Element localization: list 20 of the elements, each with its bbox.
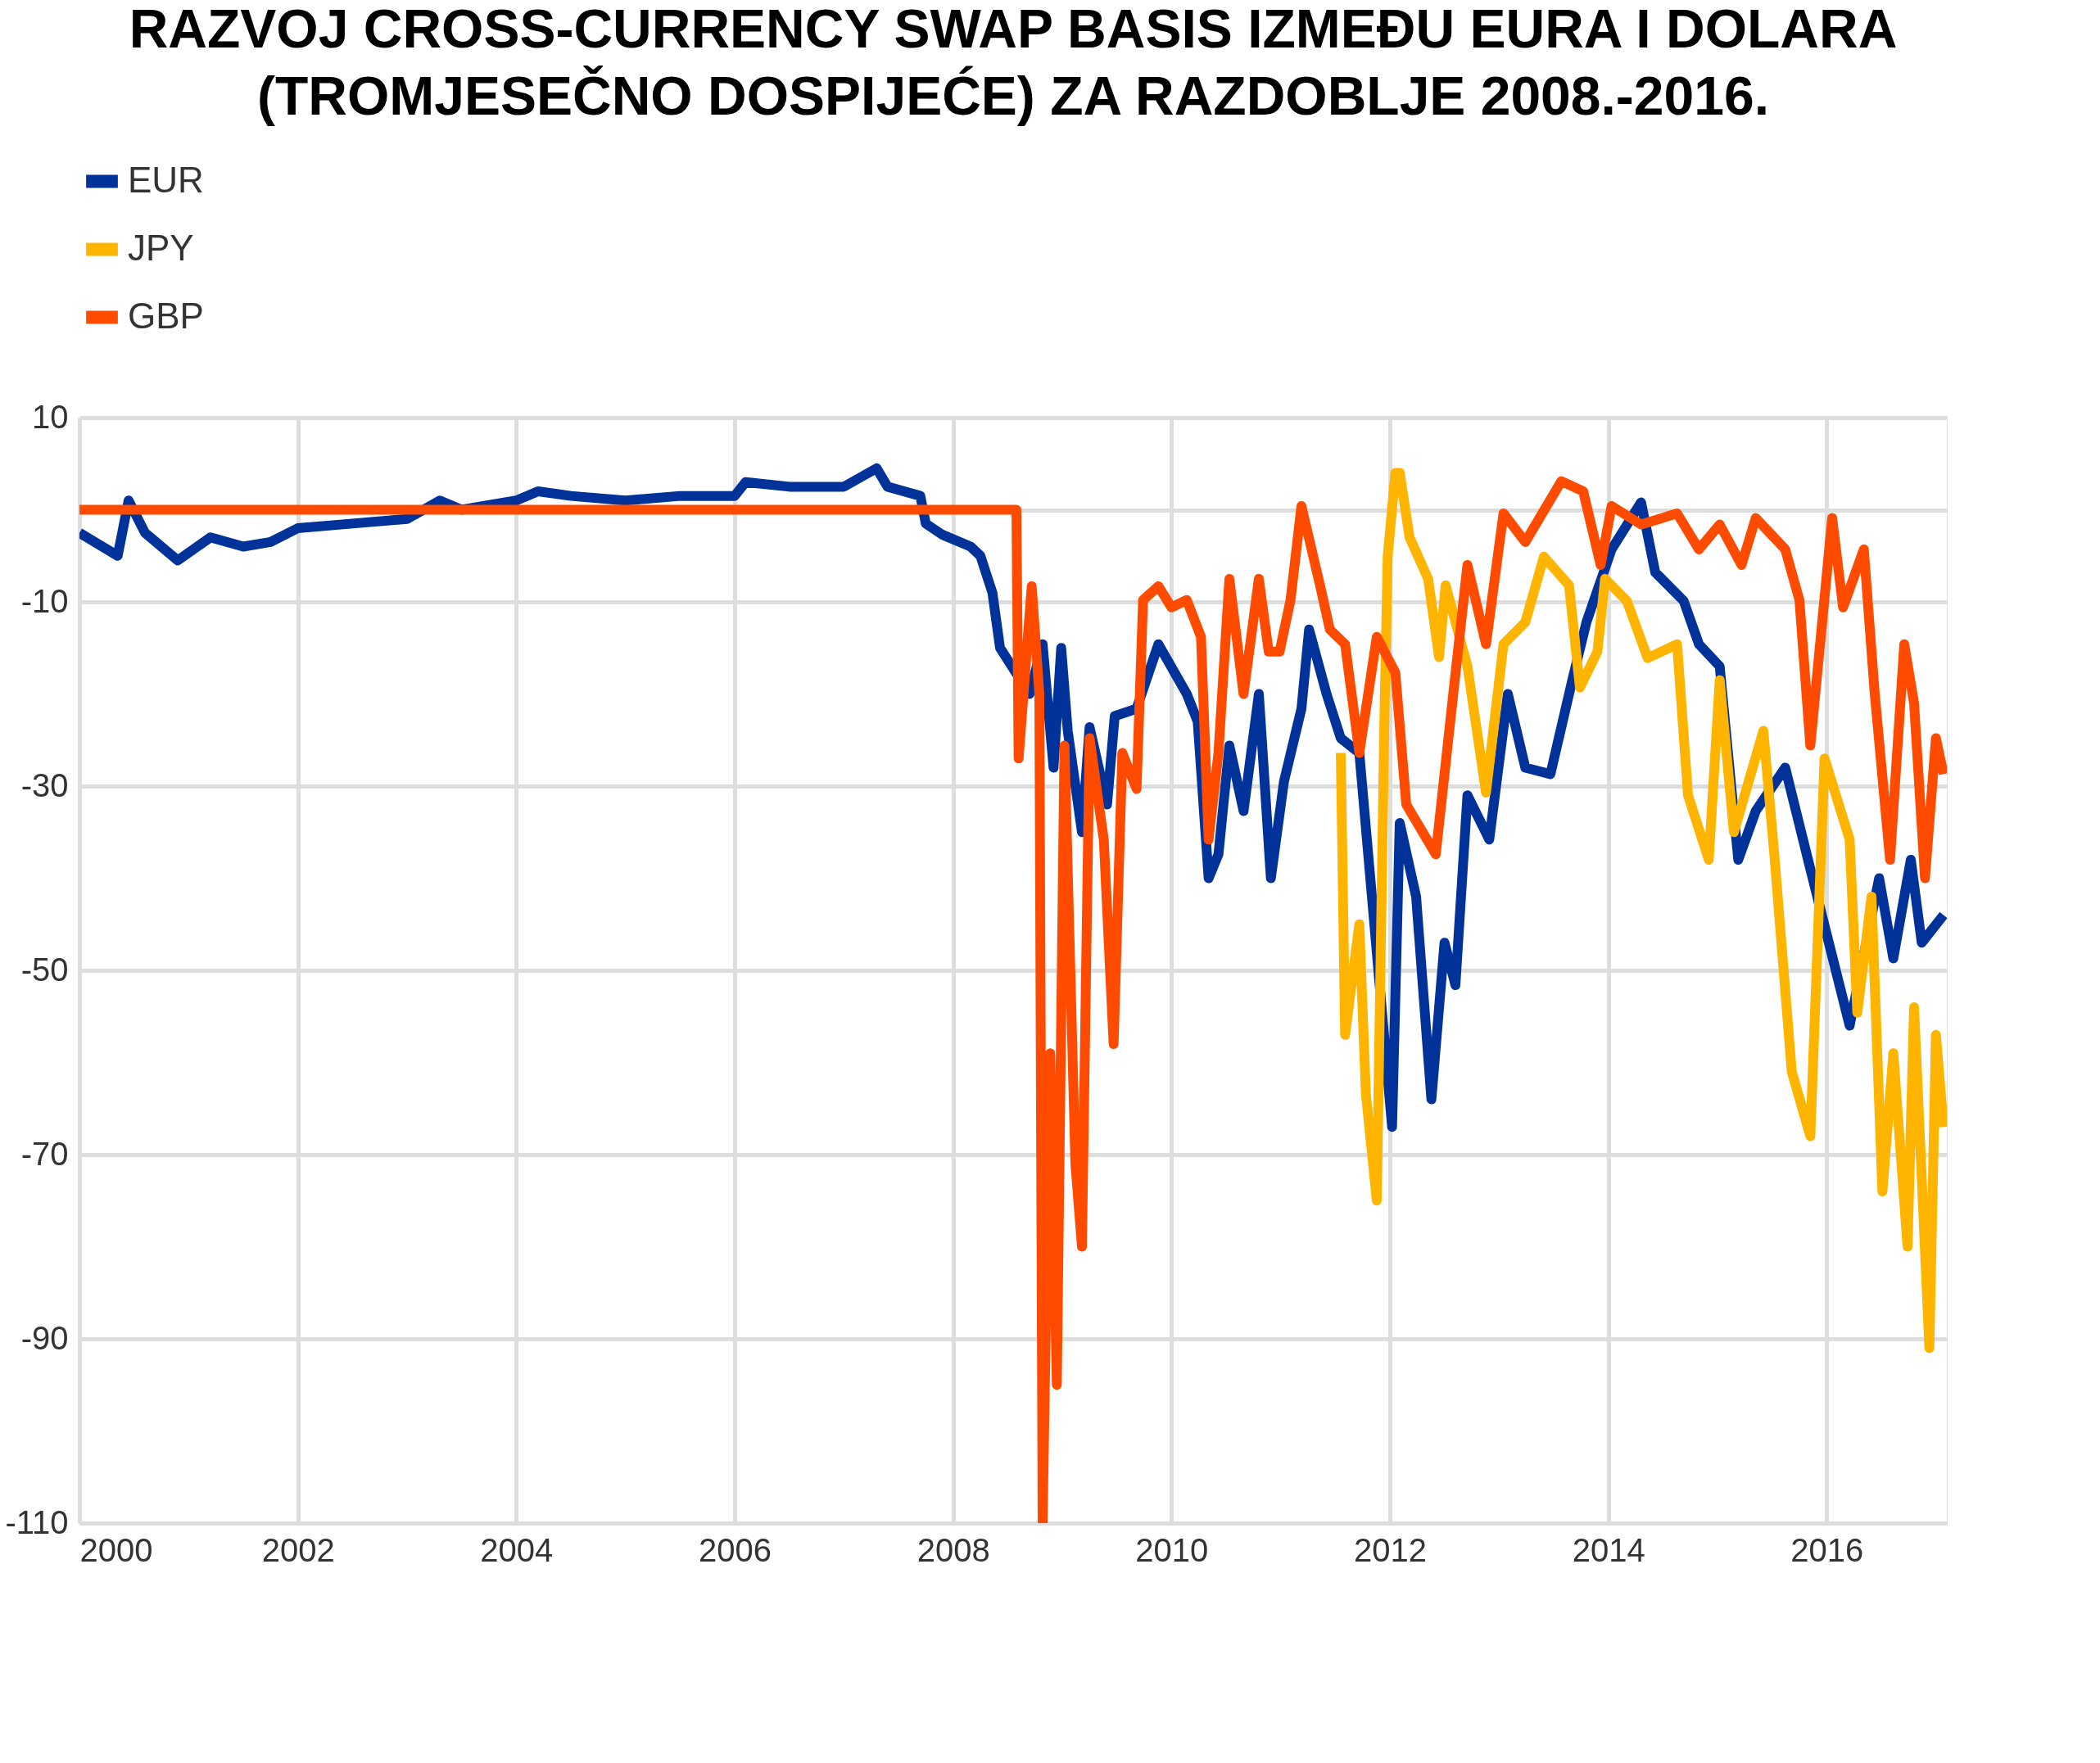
y-tick-label: -110: [5, 1503, 69, 1540]
chart-title: RAZVOJ CROSS-CURRENCY SWAP BASIS IZMEĐU EURA I DOLARA (TROMJESEČNO DOSPIJEĆE) ZA RAZDOBLJE 2008.-2016.: [129, 0, 1898, 126]
x-tick-label: 2000: [79, 1531, 153, 1568]
x-tick-label: 2002: [261, 1531, 335, 1568]
y-tick-label: 10: [32, 398, 69, 435]
x-tick-label: 2014: [1572, 1531, 1645, 1568]
y-tick-label: -70: [20, 1135, 69, 1172]
x-tick-label: 2010: [1135, 1531, 1209, 1568]
x-tick-label: 2016: [1790, 1531, 1864, 1568]
y-tick-label: -50: [20, 951, 69, 988]
x-tick-label: 2008: [916, 1531, 990, 1568]
legend-label: GBP: [128, 295, 204, 336]
y-tick-label: -10: [20, 582, 69, 619]
x-tick-label: 2012: [1354, 1531, 1427, 1568]
x-tick-label: 2006: [699, 1531, 772, 1568]
legend-label: EUR: [128, 159, 204, 200]
legend-label: JPY: [128, 227, 194, 268]
x-tick-label: 2004: [480, 1531, 554, 1568]
y-tick-label: -30: [20, 766, 69, 803]
y-tick-label: -90: [20, 1319, 69, 1356]
